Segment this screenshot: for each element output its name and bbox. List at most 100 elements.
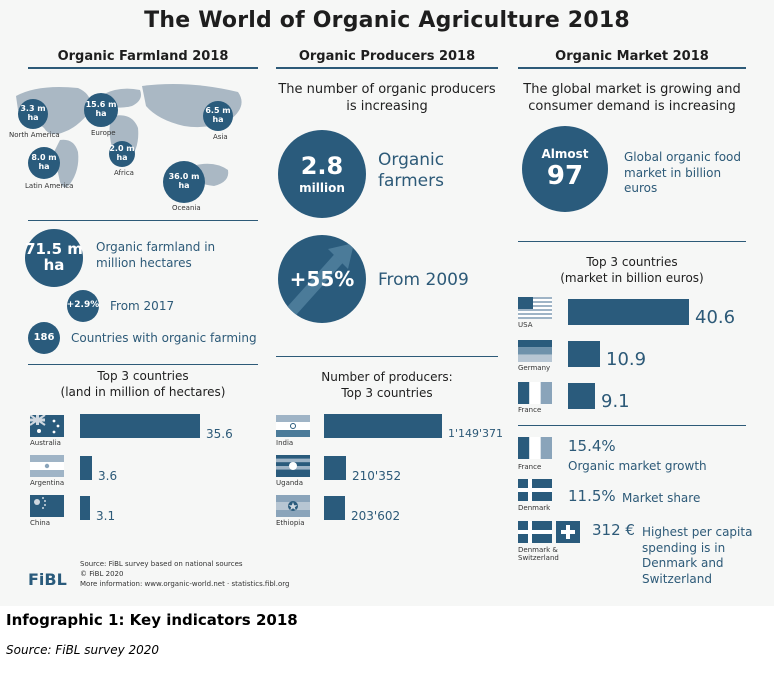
market-header-rule (518, 67, 746, 69)
producers-count-text: Organic farmers (378, 150, 445, 192)
france-growth-flag-icon (518, 437, 552, 459)
market-growth-country: France (518, 463, 542, 471)
farmland-growth-circle: +2.9% (67, 290, 99, 322)
farmland-divider-2 (28, 364, 258, 365)
france-flag-icon (518, 382, 552, 404)
market-header: Organic Market 2018 (555, 49, 709, 64)
market-top-subtitle: (market in billion euros) (560, 271, 704, 285)
map-label-latin-america: Latin America (25, 182, 74, 190)
map-bubble-europe: 15.6 m ha (84, 93, 118, 127)
producers-top-title: Number of producers: (321, 370, 453, 384)
germany-flag-icon (518, 340, 552, 362)
australia-flag-icon (30, 415, 64, 437)
producers-divider (276, 356, 498, 357)
market-bar-label-usa: USA (518, 321, 533, 329)
map-bubble-latin-america: 8.0 m ha (28, 147, 60, 179)
market-share-pct: 11.5% (568, 487, 616, 505)
market-almost: Almost (541, 147, 589, 162)
producers-value-india: 1'149'371 (448, 427, 504, 440)
producers-intro: The number of organic producers is incre… (278, 82, 496, 114)
fibl-logo: FiBL (28, 570, 67, 589)
uganda-flag-icon (276, 455, 310, 477)
market-size-text: Global organic food market in billion eu… (624, 150, 742, 196)
growth-arrow-icon (283, 243, 354, 320)
market-value-usa: 40.6 (695, 307, 736, 328)
map-label-asia: Asia (213, 133, 228, 141)
producers-growth-circle: +55% (278, 235, 366, 323)
india-flag-icon (276, 415, 310, 437)
producers-growth-text: From 2009 (378, 270, 469, 290)
farmland-bar-australia (80, 414, 200, 438)
infographic-caption-source: Source: FiBL survey 2020 (6, 643, 160, 657)
market-growth-pct: 15.4% (568, 437, 616, 455)
countries-circle: 186 (28, 322, 60, 354)
farmland-bar-label-australia: Australia (30, 439, 61, 447)
map-bubble-africa: 2.0 m ha (109, 141, 135, 167)
farmland-value-argentina: 3.6 (98, 469, 118, 483)
farmland-total-unit: ha (43, 256, 65, 274)
farmland-bar-label-china: China (30, 519, 50, 527)
farmland-top-subtitle: (land in million of hectares) (60, 385, 226, 399)
market-share-country: Denmark (518, 504, 551, 512)
farmland-total-value: 71.5 m (25, 240, 83, 259)
farmland-header-rule (28, 67, 258, 69)
market-bar-label-france: France (518, 406, 542, 414)
producers-top-subtitle: Top 3 countries (341, 386, 433, 400)
countries-text: Countries with organic farming (71, 331, 257, 345)
footer-source: Source: FiBL survey based on national so… (80, 560, 243, 568)
market-size-circle: Almost 97 (522, 126, 608, 212)
producers-bar-ethiopia (324, 496, 345, 520)
market-top-title: Top 3 countries (586, 255, 678, 269)
farmland-bar-argentina (80, 456, 92, 480)
market-percap-text: Highest per capita spending is in Denmar… (642, 525, 753, 586)
producers-value-uganda: 210'352 (352, 469, 402, 483)
farmland-growth-text: From 2017 (110, 299, 175, 313)
farmland-divider-1 (28, 220, 258, 221)
infographic-title: The World of Organic Agriculture 2018 (144, 8, 630, 33)
map-label-europe: Europe (91, 129, 116, 137)
ethiopia-flag-icon (276, 495, 310, 517)
market-value-germany: 10.9 (606, 349, 647, 370)
denmark-flag-icon (518, 479, 552, 501)
market-intro: The global market is growing and consume… (523, 82, 741, 114)
market-bar-label-germany: Germany (518, 364, 551, 372)
footer-more-info: More information: www.organic-world.net … (80, 580, 290, 588)
map-bubble-oceania: 36.0 m ha (163, 161, 205, 203)
producers-value-ethiopia: 203'602 (351, 509, 401, 523)
market-share-text: Market share (622, 491, 701, 505)
farmland-value-china: 3.1 (96, 509, 116, 523)
market-bar-france (568, 383, 595, 409)
producers-bar-india (324, 414, 442, 438)
producers-growth-value: +55% (289, 266, 355, 291)
map-label-africa: Africa (114, 169, 134, 177)
farmland-bar-label-argentina: Argentina (30, 479, 65, 487)
farmland-total-circle: 71.5 m ha (25, 229, 83, 287)
market-percap-country: Denmark & Switzerland (518, 546, 559, 563)
denmark-percap-flag-icon (518, 521, 552, 543)
producers-count-value: 2.8 (300, 151, 344, 180)
producers-bar-label-uganda: Uganda (276, 479, 304, 487)
footer-copyright: © FiBL 2020 (80, 570, 124, 578)
infographic-panel: The World of Organic Agriculture 2018 Or… (9, 8, 753, 589)
producers-header-rule (276, 67, 498, 69)
farmland-bar-china (80, 496, 90, 520)
market-divider-2 (518, 425, 746, 426)
china-flag-icon (30, 495, 64, 517)
producers-header: Organic Producers 2018 (298, 49, 476, 64)
countries-value: 186 (33, 331, 55, 343)
farmland-header: Organic Farmland 2018 (57, 49, 229, 64)
producers-bar-label-india: India (276, 439, 294, 447)
market-value-france: 9.1 (601, 391, 630, 412)
switzerland-flag-icon (556, 521, 580, 543)
producers-bar-label-ethiopia: Ethiopia (276, 519, 305, 527)
producers-bar-uganda (324, 456, 346, 480)
map-bubble-asia: 6.5 m ha (203, 101, 233, 131)
infographic-caption: Infographic 1: Key indicators 2018 (6, 611, 298, 629)
market-divider-1 (518, 241, 746, 242)
usa-flag-icon (518, 297, 552, 319)
market-growth-text: Organic market growth (568, 459, 707, 473)
market-bar-germany (568, 341, 600, 367)
map-bubble-north-america: 3.3 m ha (18, 99, 48, 129)
farmland-growth-value: +2.9% (66, 300, 100, 311)
producers-count-circle: 2.8 million (278, 130, 366, 218)
